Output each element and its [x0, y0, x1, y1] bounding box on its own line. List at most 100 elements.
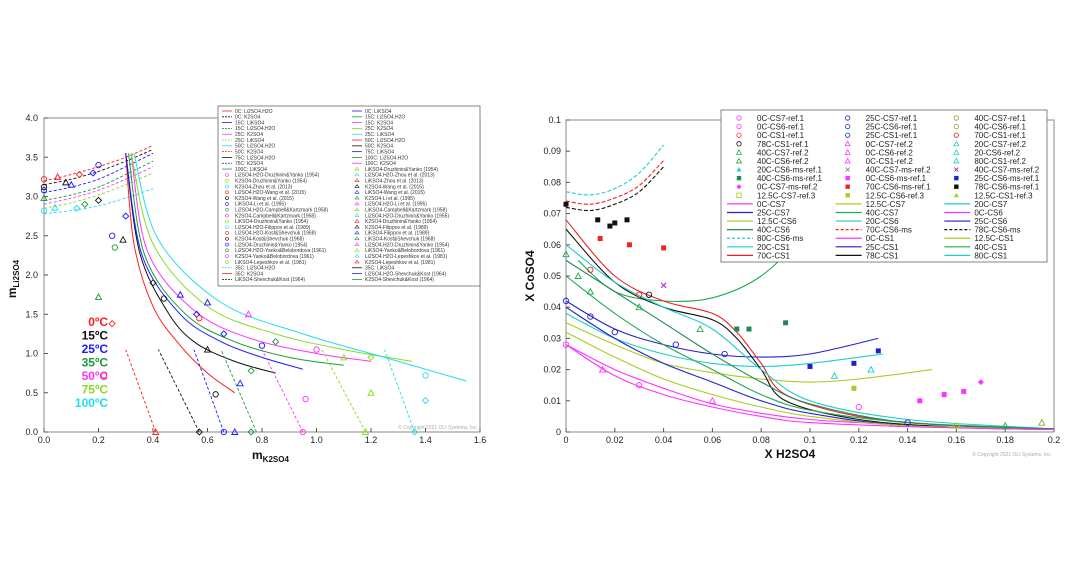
left-legend-label-a: 75C: K2SO4 — [235, 161, 263, 167]
left-k2so4-branch-line — [125, 153, 304, 370]
left-legend-swatch — [354, 230, 360, 235]
left-legend-label-a: K2SO4-Campbell&Kartzmark (1958) — [235, 213, 316, 219]
right-dashed-curve — [565, 160, 664, 205]
right-legend-label: 40C-CS7 — [866, 208, 899, 217]
left-legend-label-a: Li2SO4.H2O-Kost&Shevchuk (1968) — [235, 231, 316, 237]
left-legend-label-a: 75C: Li2SO4.H2O — [235, 155, 275, 161]
right-legend-swatch — [735, 157, 743, 164]
left-data-point — [421, 396, 430, 405]
left-data-point — [339, 353, 348, 361]
left-x-tick-label: 0.0 — [38, 435, 51, 445]
left-legend-swatch — [354, 201, 360, 206]
left-data-point — [220, 428, 228, 436]
right-chart-panel: 0 0.01 0.02 0.03 0.04 0.05 0.06 0.07 0.08 0.09 0.1… — [519, 104, 1063, 464]
right-legend-label: 0C-CS7-ref.1 — [757, 114, 805, 123]
right-data-point — [941, 392, 947, 398]
left-legend-swatch — [354, 213, 360, 217]
left-legend-label-b: K2SO4-Lepeshkov et al. (1981) — [365, 260, 435, 266]
right-data-point — [734, 326, 740, 332]
right-data-point — [1038, 418, 1046, 426]
left-legend-label-a: K2SO4-Zhou et al. (2013) — [235, 184, 293, 190]
left-legend-label-a: LiKSO4-Lepeshkov et al. (1981) — [235, 260, 306, 266]
left-data-point — [195, 428, 203, 436]
right-data-point — [1001, 421, 1009, 429]
left-legend-label-b: K2SO4-Wang et al. (2015) — [365, 184, 424, 190]
right-data-point — [875, 348, 881, 354]
right-x-tick-label: 0.12 — [850, 435, 868, 445]
left-legend-swatch — [225, 231, 229, 235]
left-legend-label-a: LiKSO4-Shevchuk&Kost (1964) — [235, 277, 305, 283]
right-model-curve — [565, 259, 1055, 430]
right-legend-swatch — [736, 141, 742, 147]
right-y-tick-label: 0.07 — [543, 209, 561, 219]
right-legend-swatch — [845, 115, 851, 121]
right-legend-label: 12.5C-CS1 — [974, 234, 1014, 243]
left-data-point — [212, 391, 219, 398]
right-data-point — [635, 303, 643, 311]
left-data-point — [119, 235, 127, 243]
right-x-tick-label: 0.18 — [996, 435, 1014, 445]
right-legend-swatch — [845, 167, 850, 172]
right-data-point — [626, 242, 632, 248]
left-data-point — [62, 178, 70, 186]
left-legend-swatch — [354, 195, 360, 200]
left-legend-label-a: K2SO4-Druzhinin&Yanko (1954) — [235, 178, 307, 184]
left-legend-label-b: Li2SO4.H2O-Shevchuk&Kost (1964) — [365, 271, 446, 277]
right-legend-label: 40C-CS6-ref.1 — [974, 123, 1026, 132]
left-legend-label-a: 0C: Li2SO4.H2O — [235, 109, 273, 115]
left-k2so4-branch-line — [133, 153, 467, 382]
left-legend-label-a: K2SO4-Yanko&Belobordova (1961) — [235, 254, 314, 260]
left-legend-swatch — [225, 219, 229, 224]
right-legend-swatch — [954, 184, 959, 189]
right-x-tick-label: 0.02 — [606, 435, 624, 445]
right-dashed-curve — [565, 166, 664, 212]
left-y-tick-label: 0.5 — [25, 388, 38, 398]
left-legend-label-b: Li2SO4.H2O-Zhou et al. (2013) — [365, 173, 435, 179]
left-legend-swatch — [354, 178, 360, 182]
left-data-point — [361, 428, 370, 435]
left-legend-label-b: LiKSO4-Filippov et al. (1989) — [365, 231, 430, 237]
left-data-point — [40, 176, 48, 183]
left-legend-label-a: Li2SO4-Druzhinin&Yanko (1954) — [235, 242, 308, 248]
left-y-tick-label: 1.5 — [25, 309, 38, 319]
right-legend-label: 0C-CS6 — [974, 208, 1003, 217]
left-y-tick-label: 3.0 — [25, 192, 38, 202]
left-li2so4-branch-line — [43, 148, 154, 186]
left-tie-line — [157, 349, 200, 433]
right-legend-label: 12.5C-CS1-ref.3 — [974, 191, 1033, 200]
left-legend-label-a: 100C: LiKSO4 — [235, 167, 267, 173]
left-data-point — [75, 170, 84, 179]
left-x-axis-title: mK2SO4 — [252, 448, 289, 464]
right-legend-swatch — [845, 193, 850, 198]
right-legend-label: 25C-CS7 — [757, 208, 790, 217]
right-legend-label: 0C-CS1-ref.1 — [757, 131, 805, 140]
right-data-point — [917, 398, 923, 404]
left-y-tick-label: 2.0 — [25, 270, 38, 280]
left-data-point — [40, 207, 48, 214]
left-data-point — [313, 346, 320, 353]
right-data-point — [636, 382, 643, 389]
right-legend-label: 20C-CS6-ms-ref.1 — [757, 166, 822, 175]
left-legend-label-a: 15C: LiKSO4 — [235, 120, 264, 126]
right-y-tick-label: 0.09 — [543, 146, 561, 156]
right-legend-label: 25C-CS6-ref.1 — [866, 123, 918, 132]
left-temperature-label: 35ºC — [82, 356, 109, 370]
right-data-point — [597, 236, 603, 242]
left-legend-swatch — [225, 248, 229, 253]
left-temperature-label: 25ºC — [82, 342, 109, 356]
right-legend-label: 0C-CS7-ref.2 — [866, 140, 914, 149]
left-legend-label-b: 15C: K2SO4 — [365, 120, 393, 126]
left-data-point — [220, 330, 228, 338]
left-legend-swatch — [225, 242, 229, 247]
right-data-point — [672, 341, 679, 348]
right-legend-label: 25C-CS1 — [866, 243, 899, 252]
left-temperature-label: 15ºC — [82, 329, 109, 343]
right-legend-swatch — [845, 132, 851, 138]
left-data-point — [299, 428, 307, 436]
right-legend-label: 80C-CS1-ref.2 — [974, 157, 1026, 166]
right-copyright-text: © Copyright 2021 OLI Systems, Inc. — [972, 451, 1052, 458]
right-series-group — [562, 144, 1055, 431]
right-data-point — [977, 379, 984, 386]
left-legend-label-b: K2SO4-Filippov et al. (1989) — [365, 225, 428, 231]
left-legend-label-a: Li2SO4.H2O-Yanko&Belobordova (1961) — [235, 248, 326, 254]
